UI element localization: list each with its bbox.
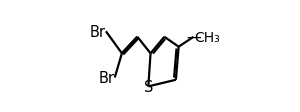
- Text: CH₃: CH₃: [194, 30, 220, 44]
- Text: Br: Br: [98, 70, 114, 85]
- Text: Br: Br: [89, 25, 105, 39]
- Text: —: —: [186, 30, 201, 45]
- Text: S: S: [144, 79, 153, 94]
